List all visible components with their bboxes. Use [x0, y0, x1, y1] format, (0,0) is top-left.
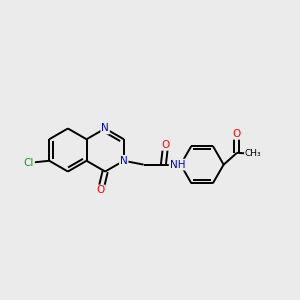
Text: N: N [120, 156, 128, 166]
Text: O: O [161, 140, 170, 150]
Text: Cl: Cl [24, 158, 34, 168]
Text: CH₃: CH₃ [245, 149, 261, 158]
Text: N: N [101, 124, 109, 134]
Text: O: O [97, 185, 105, 196]
Text: NH: NH [169, 160, 185, 170]
Text: O: O [233, 129, 241, 139]
